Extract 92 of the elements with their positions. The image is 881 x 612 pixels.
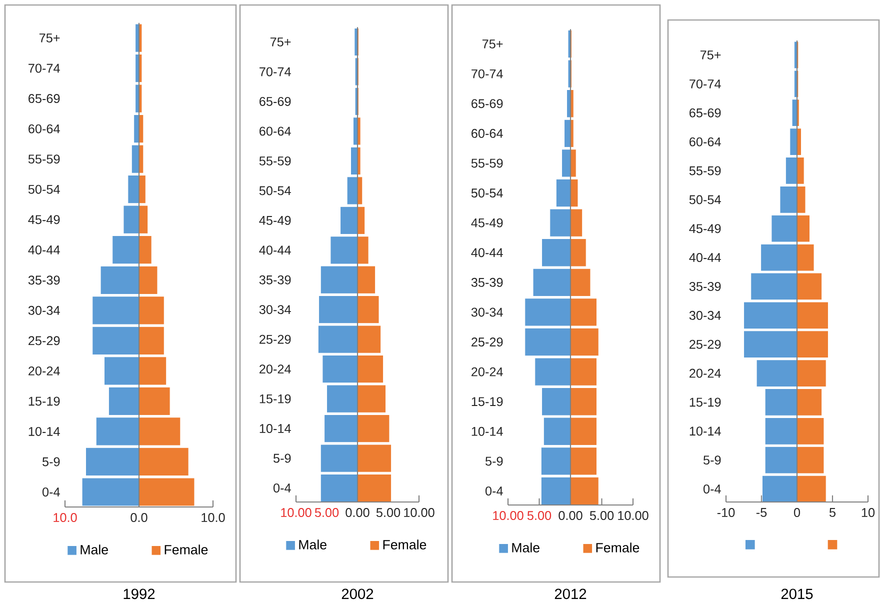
y-tick-label: 70-74 (472, 69, 503, 78)
legend-label: Male (299, 540, 326, 550)
y-tick-label: 75+ (482, 40, 503, 48)
x-tick-label: 5.00 (376, 508, 400, 518)
y-tick-label: 10-14 (472, 426, 503, 436)
y-tick-label: 15-19 (472, 397, 503, 406)
y-tick-label: 25-29 (260, 334, 291, 344)
y-tick-label: 55-59 (471, 158, 503, 168)
y-tick-label: 60-64 (28, 124, 60, 134)
y-tick-label: 10-14 (690, 426, 721, 436)
y-tick-label: 40-44 (471, 248, 503, 258)
y-tick-label: 60-64 (472, 128, 503, 138)
x-tick-label: 5.00 (314, 508, 339, 518)
y-tick-label: 25-29 (28, 336, 60, 346)
x-tick-label: 10.0 (54, 513, 77, 522)
legend-label: Male (512, 542, 540, 552)
x-tick-label: 10.00 (404, 508, 434, 518)
text: 2015 (781, 588, 813, 600)
y-tick-label: 35-39 (471, 278, 503, 287)
legend-label: Female (383, 540, 426, 550)
y-tick-label: 25-29 (690, 340, 721, 349)
y-tick-label: 75+ (39, 34, 60, 42)
y-tick-label: 20-24 (28, 366, 60, 376)
y-tick-label: 5-9 (273, 454, 291, 463)
x-tick-label: 5.00 (527, 511, 552, 520)
y-tick-label: 50-54 (28, 184, 60, 194)
x-tick-label: 0.00 (558, 511, 582, 520)
x-tick-label: 10.00 (493, 511, 524, 520)
y-tick-label: 50-54 (259, 186, 291, 196)
y-tick-label: 70-74 (28, 64, 60, 73)
y-tick-label: 5-9 (485, 456, 503, 466)
x-tick-label: 0.0 (130, 513, 148, 522)
y-tick-label: 50-54 (471, 188, 503, 198)
y-tick-label: 35-39 (259, 275, 291, 284)
y-tick-label: 75+ (270, 38, 291, 46)
y-tick-label: 10-14 (260, 424, 291, 434)
y-tick-label: 65-69 (690, 108, 721, 118)
y-tick-label: 65-69 (260, 96, 291, 106)
y-tick-label: 0-4 (485, 486, 503, 496)
x-tick-label: 5 (829, 508, 836, 517)
y-tick-label: 5-9 (42, 457, 60, 466)
y-tick-label: 35-39 (28, 276, 60, 285)
y-tick-label: 15-19 (260, 394, 291, 404)
y-tick-label: 50-54 (689, 195, 721, 204)
y-tick-label: 70-74 (260, 67, 291, 76)
y-tick-label: 45-49 (28, 215, 60, 224)
y-tick-label: 75+ (700, 50, 721, 60)
y-tick-label: 65-69 (28, 94, 60, 104)
y-tick-label: 15-19 (690, 398, 721, 407)
y-tick-label: 70-74 (690, 79, 721, 88)
y-tick-label: 30-34 (471, 308, 503, 317)
x-tick-label: 10 (862, 508, 875, 518)
y-tick-label: 35-39 (689, 282, 721, 291)
y-tick-label: 45-49 (259, 216, 291, 225)
y-tick-label: 20-24 (472, 367, 503, 376)
y-tick-label: 40-44 (259, 246, 291, 255)
y-tick-label: 40-44 (28, 245, 60, 254)
y-tick-label: 0-4 (42, 488, 60, 496)
x-tick-label: -10 (717, 508, 735, 518)
y-tick-label: 45-49 (689, 224, 721, 234)
x-tick-label: 0.00 (346, 508, 370, 518)
x-tick-label: 5.00 (590, 511, 614, 520)
x-tick-label: -5 (756, 508, 767, 517)
x-tick-label: 0 (794, 508, 800, 518)
y-tick-label: 40-44 (689, 253, 721, 262)
y-tick-label: 0-4 (273, 484, 291, 492)
y-tick-label: 65-69 (472, 99, 503, 108)
y-tick-label: 60-64 (260, 126, 291, 136)
y-tick-label: 10-14 (28, 426, 60, 436)
text: 1992 (124, 588, 155, 600)
y-tick-label: 60-64 (690, 137, 721, 146)
y-tick-label: 15-19 (28, 396, 60, 406)
y-tick-label: 55-59 (28, 154, 60, 164)
y-tick-label: 25-29 (472, 338, 503, 346)
y-tick-label: 55-59 (689, 166, 721, 176)
text: 2012 (554, 588, 586, 600)
y-tick-label: 20-24 (690, 368, 721, 378)
x-tick-label: 10.00 (618, 511, 648, 520)
y-tick-label: 30-34 (28, 306, 60, 315)
y-tick-label: 55-59 (259, 156, 291, 166)
legend-label: Female (164, 544, 208, 554)
text: 2002 (342, 588, 374, 600)
y-tick-label: 0-4 (703, 484, 721, 494)
y-tick-label: 20-24 (260, 364, 291, 374)
x-tick-label: 10.00 (281, 508, 312, 518)
y-tick-label: 45-49 (471, 218, 503, 228)
legend-label: Male (80, 544, 108, 554)
y-tick-label: 30-34 (259, 305, 291, 314)
legend-label: Female (596, 542, 640, 552)
x-tick-label: 10.0 (202, 513, 225, 522)
y-tick-label: 5-9 (703, 456, 721, 465)
y-tick-label: 30-34 (689, 310, 721, 320)
